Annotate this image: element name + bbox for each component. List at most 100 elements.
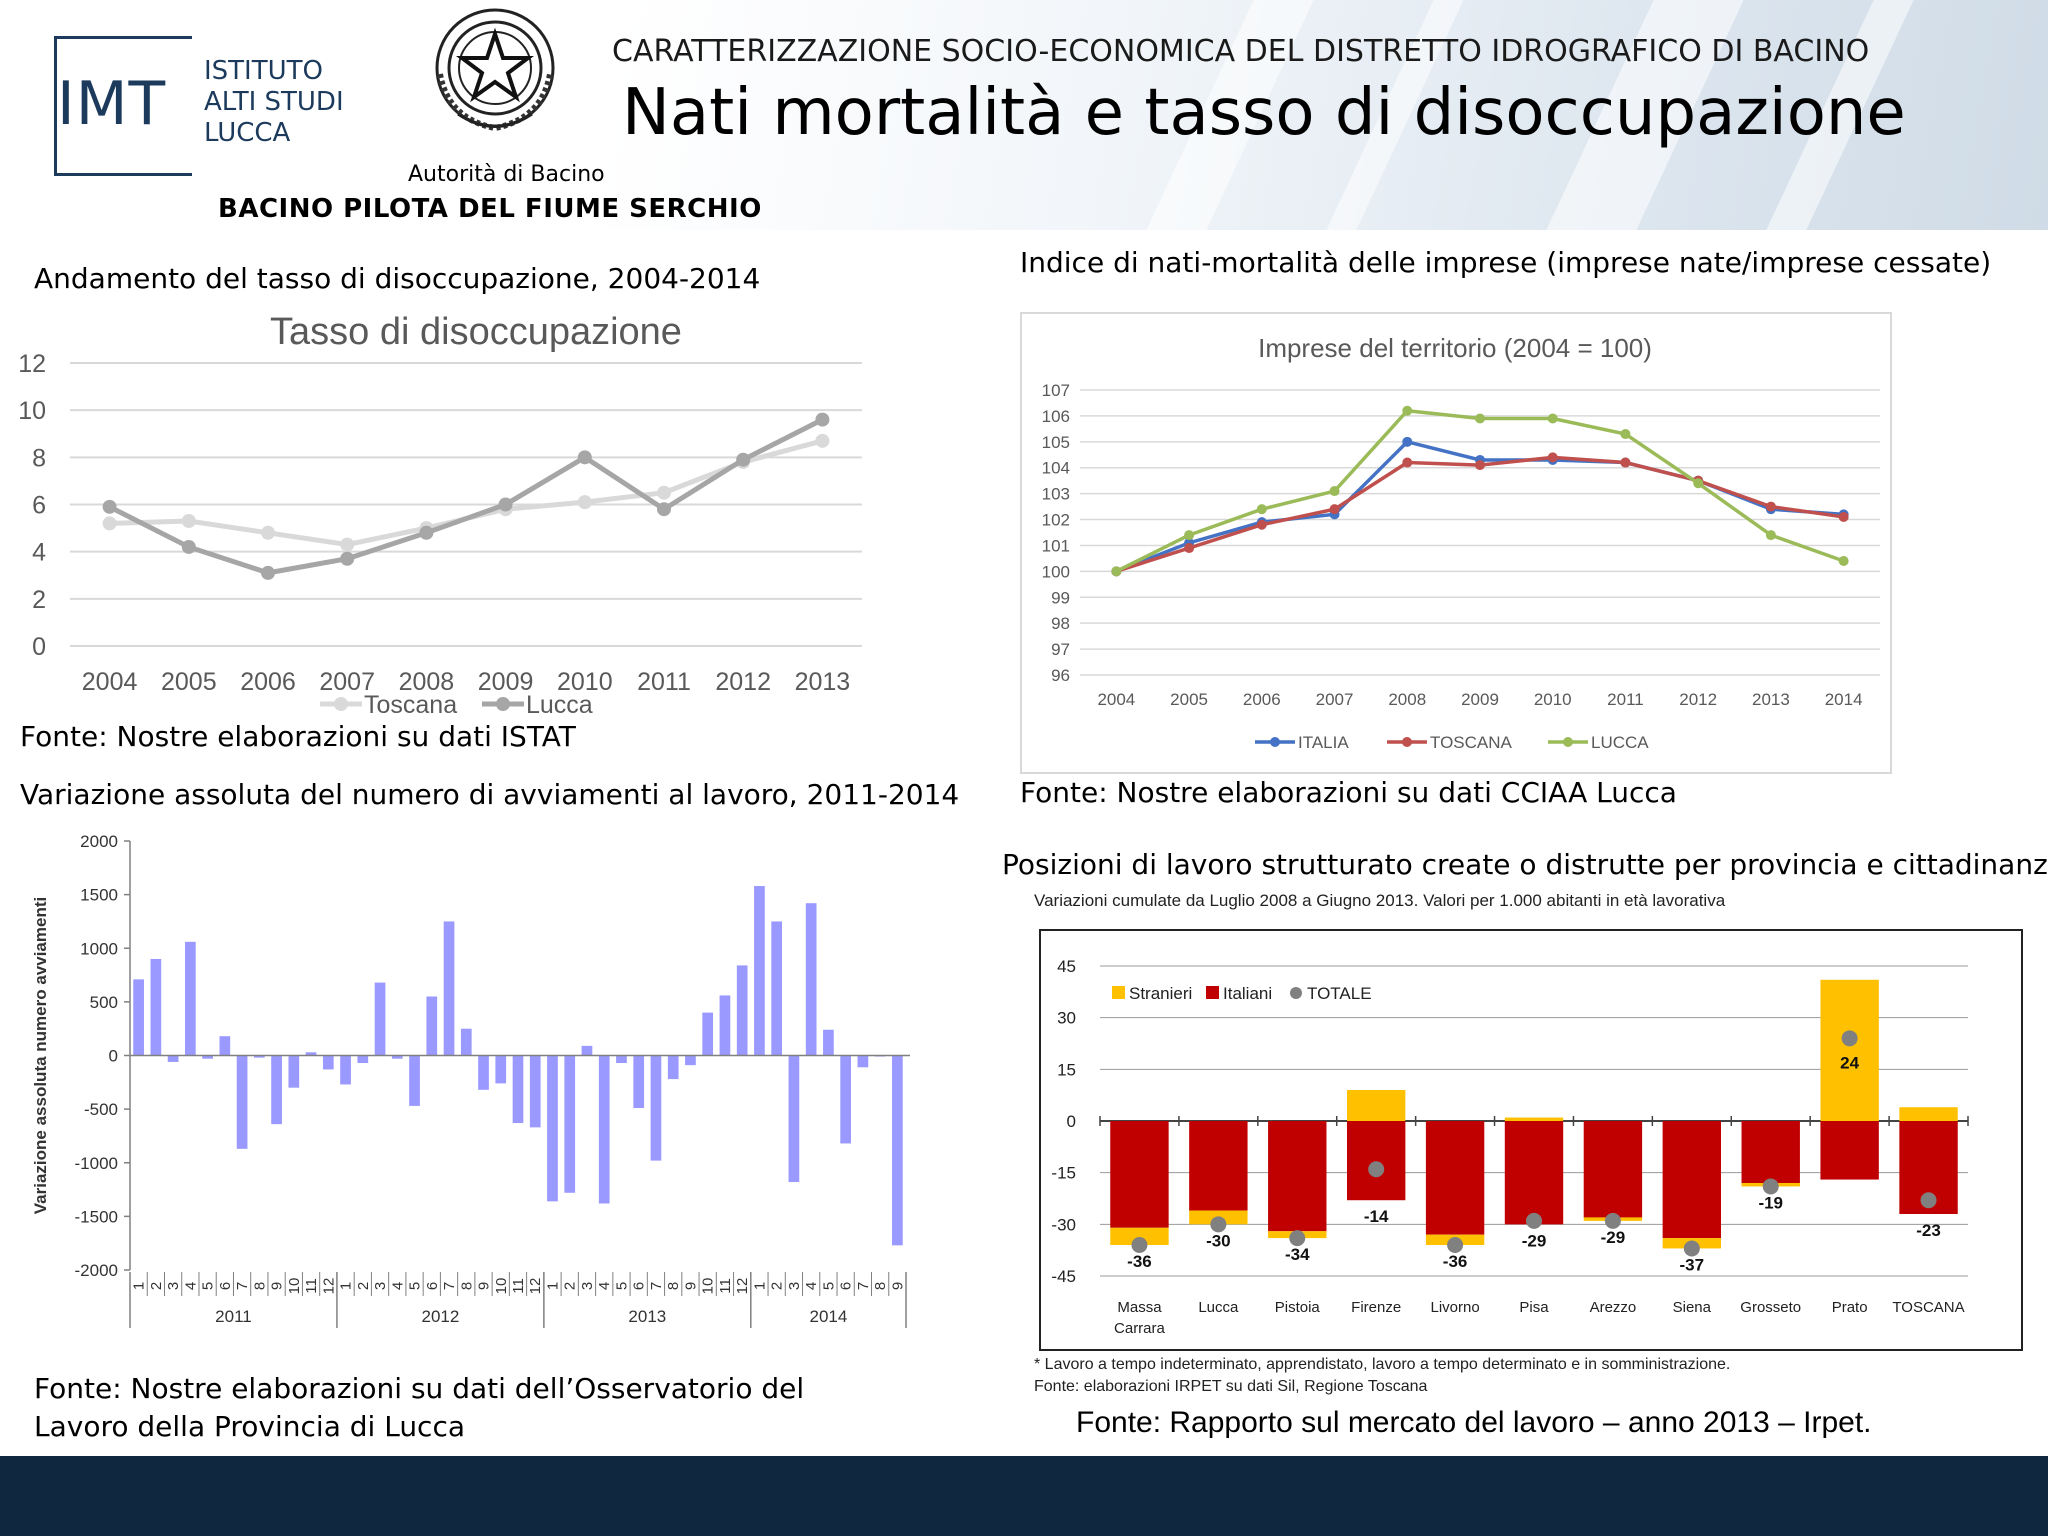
month-label: 6 — [217, 1282, 234, 1290]
data-point — [1402, 405, 1413, 416]
bar-italiani — [1662, 1121, 1722, 1239]
data-point — [815, 412, 830, 427]
bar — [650, 1055, 662, 1161]
bar — [805, 903, 817, 1056]
month-label: 10 — [286, 1278, 303, 1295]
month-label: 3 — [372, 1282, 389, 1290]
x-tick-label: 2011 — [637, 668, 691, 696]
footer-band — [0, 1456, 2048, 1536]
page-title: Nati mortalità e tasso di disoccupazione — [622, 76, 1906, 150]
hirings-source-line: Fonte: Nostre elaborazioni su dati dell’… — [34, 1372, 805, 1405]
total-label: -29 — [1601, 1228, 1626, 1247]
y-tick-label: 10 — [18, 397, 46, 425]
x-tick-label: 2010 — [1534, 690, 1572, 709]
data-point — [657, 502, 671, 517]
x-tick-label: 2006 — [1243, 690, 1281, 709]
unemployment-source: Fonte: Nostre elaborazioni su dati ISTAT — [20, 720, 576, 753]
bar-italiani — [1268, 1121, 1327, 1232]
month-label: 7 — [855, 1282, 872, 1290]
y-tick-label: -30 — [1051, 1215, 1076, 1234]
month-label: 9 — [682, 1282, 699, 1290]
legend-marker — [334, 697, 348, 711]
month-label: 1 — [751, 1282, 768, 1290]
x-tick-label: 2005 — [161, 668, 217, 696]
month-label: 3 — [786, 1282, 803, 1290]
bar — [271, 1055, 282, 1125]
bar — [892, 1055, 903, 1246]
x-tick-label: 2008 — [1388, 690, 1426, 709]
bar — [133, 979, 144, 1056]
data-point — [1256, 504, 1267, 515]
legend-label: Lucca — [526, 691, 593, 719]
bar-italiani — [1741, 1121, 1800, 1183]
month-label: 4 — [182, 1282, 199, 1290]
bar — [581, 1045, 593, 1056]
bar — [478, 1055, 489, 1090]
total-label: -19 — [1758, 1193, 1783, 1212]
month-label: 1 — [544, 1282, 561, 1290]
x-tick-label: 2011 — [1607, 690, 1644, 709]
bar — [633, 1055, 645, 1109]
data-point — [1475, 413, 1485, 424]
data-point — [1475, 460, 1485, 471]
year-label: 2013 — [628, 1307, 666, 1326]
legend-label: TOSCANA — [1430, 733, 1513, 752]
month-label: 8 — [665, 1282, 682, 1290]
x-tick-label: 2006 — [240, 668, 296, 696]
data-point — [577, 495, 592, 510]
month-label: 6 — [424, 1282, 441, 1290]
page-subtitle: CARATTERIZZAZIONE SOCIO-ECONOMICA DEL DI… — [612, 34, 1870, 69]
basin-title: BACINO PILOTA DEL FIUME SERCHIO — [218, 194, 762, 224]
year-label: 2012 — [421, 1307, 459, 1326]
category-label: Massa — [1117, 1299, 1162, 1316]
month-label: 4 — [389, 1282, 406, 1290]
month-label: 7 — [234, 1282, 251, 1290]
positions-source: Fonte: Rapporto sul mercato del lavoro –… — [1076, 1406, 1872, 1439]
total-label: -34 — [1285, 1245, 1310, 1264]
bar — [512, 1055, 524, 1124]
bar — [771, 921, 783, 1056]
data-point — [1184, 530, 1195, 541]
x-tick-label: 2005 — [1170, 690, 1208, 709]
month-label: 11 — [303, 1278, 320, 1294]
category-label: Siena — [1673, 1299, 1712, 1316]
institute-line: ALTI STUDI — [204, 87, 344, 117]
bar — [529, 1055, 541, 1128]
month-label: 7 — [648, 1282, 665, 1290]
x-tick-label: 2004 — [1097, 690, 1135, 709]
month-label: 9 — [476, 1282, 493, 1290]
month-label: 8 — [458, 1282, 475, 1290]
y-tick-label: 0 — [1067, 1112, 1076, 1131]
bar — [409, 1055, 420, 1106]
month-label: 10 — [493, 1278, 510, 1295]
data-point — [261, 525, 275, 540]
bar — [322, 1055, 334, 1070]
y-tick-label: -500 — [84, 1100, 118, 1119]
data-point — [1184, 543, 1195, 554]
bar — [736, 965, 748, 1056]
total-label: -29 — [1522, 1231, 1547, 1250]
data-point — [1838, 511, 1849, 522]
data-point — [815, 433, 830, 448]
bar — [374, 982, 386, 1056]
hirings-chart: 2000 1500 1000 500 0 -500 -1000 -1500 -2000 Varia… — [31, 832, 910, 1328]
legend-marker — [496, 697, 510, 711]
y-tick-label: 45 — [1057, 957, 1076, 976]
total-label: -30 — [1206, 1231, 1231, 1250]
month-label: 9 — [889, 1282, 906, 1290]
bar — [426, 996, 438, 1056]
y-tick-label: -1500 — [75, 1207, 118, 1226]
bar — [357, 1055, 369, 1064]
x-tick-label: 2009 — [478, 668, 534, 696]
bar — [719, 995, 731, 1056]
emblem-caption: Autorità di Bacino — [408, 162, 605, 187]
footnote: * Lavoro a tempo indeterminato, apprendi… — [1034, 1356, 1730, 1373]
month-label: 7 — [441, 1282, 458, 1290]
category-label: Pisa — [1519, 1299, 1549, 1316]
footnote-source: Fonte: elaborazioni IRPET su dati Sil, R… — [1034, 1378, 1428, 1395]
month-label: 12 — [734, 1278, 751, 1295]
positions-heading: Posizioni di lavoro strutturato create o… — [1002, 848, 2048, 881]
bar — [547, 1055, 558, 1202]
data-point — [1329, 486, 1340, 497]
total-label: -14 — [1364, 1207, 1389, 1226]
